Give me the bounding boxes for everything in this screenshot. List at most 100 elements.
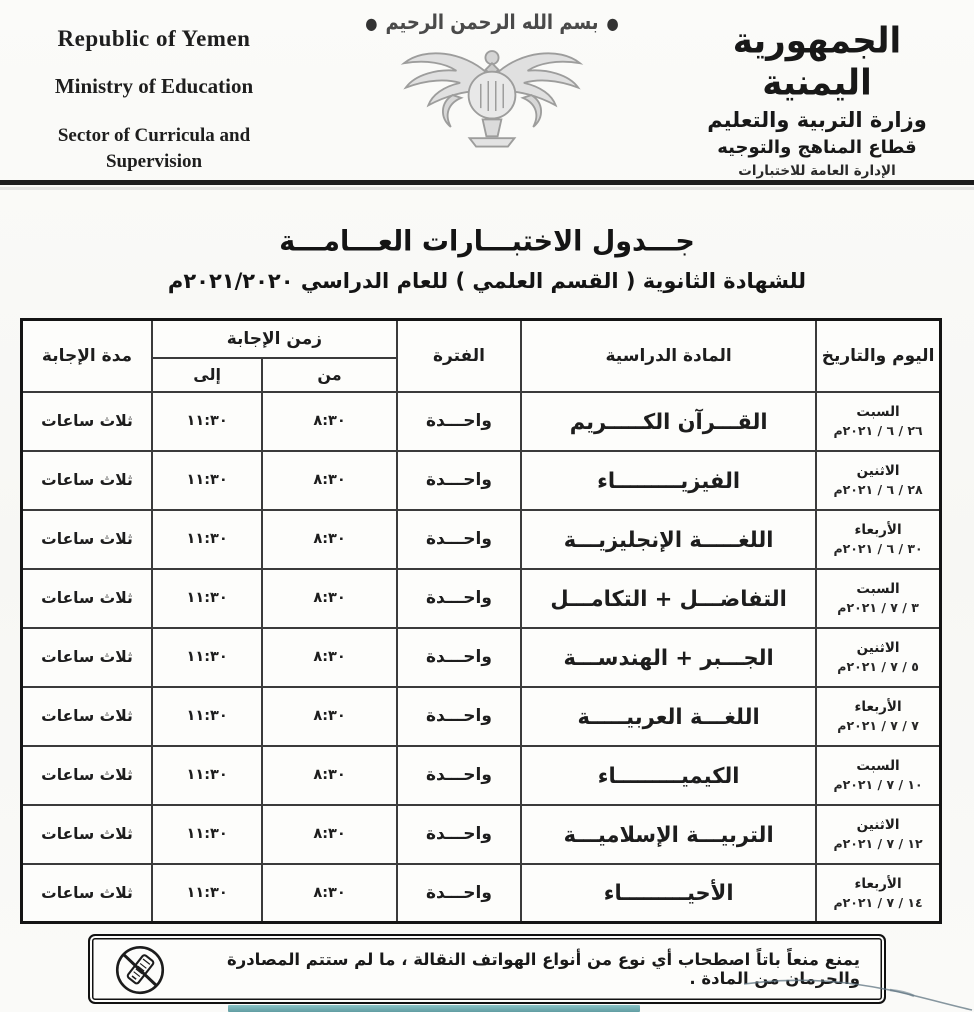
duration-cell: ثلاث ساعات bbox=[20, 390, 153, 452]
end-time-cell: ١١:٣٠ bbox=[150, 803, 264, 865]
table-row: السبت ٣ / ٧ / ٢٠٢١م التفاضـــل + التكامـ… bbox=[20, 566, 942, 630]
day-date-cell: السبت ٢٦ / ٦ / ٢٠٢١م bbox=[815, 390, 942, 452]
start-time-cell: ٨:٣٠ bbox=[261, 685, 398, 747]
day-name: الاثنين bbox=[856, 463, 900, 479]
table-row: الأربعاء ٣٠ / ٦ / ٢٠٢١م اللغـــــة الإنج… bbox=[20, 507, 942, 571]
day-name: الأربعاء bbox=[854, 522, 902, 538]
ornament-dot-icon: ● bbox=[606, 15, 619, 34]
day-date-cell: الأربعاء ٧ / ٧ / ٢٠٢١م bbox=[815, 685, 942, 747]
exam-schedule-table: اليوم والتاريخ المادة الدراسية الفترة زم… bbox=[20, 318, 942, 925]
subject-cell: الأحيـــــــــاء bbox=[520, 861, 818, 925]
period-cell: واحـــدة bbox=[395, 862, 523, 924]
period-cell: واحـــدة bbox=[395, 685, 523, 747]
col-header-day-date: اليوم والتاريخ bbox=[815, 318, 942, 393]
table-row: الاثنين ٥ / ٧ / ٢٠٢١م الجـــبر + الهندسـ… bbox=[20, 625, 942, 689]
day-date-cell: الاثنين ١٢ / ٧ / ٢٠٢١م bbox=[815, 803, 942, 865]
exam-date: ٣ / ٧ / ٢٠٢١م bbox=[837, 600, 919, 615]
exam-date: ١٢ / ٧ / ٢٠٢١م bbox=[833, 836, 923, 851]
start-time-cell: ٨:٣٠ bbox=[261, 626, 398, 688]
arabic-country-calligraphy: الجمهورية اليمنية bbox=[732, 20, 903, 104]
header-emblem-block: ● بسم الله الرحمن الرحيم ● bbox=[352, 10, 632, 161]
subject-cell: القـــرآن الكـــــريم bbox=[520, 389, 818, 453]
arabic-sector-title: قطاع المناهج والتوجيه bbox=[717, 137, 917, 158]
start-time-cell: ٨:٣٠ bbox=[261, 567, 398, 629]
end-time-cell: ١١:٣٠ bbox=[150, 862, 264, 924]
day-name: الاثنين bbox=[856, 817, 900, 833]
duration-cell: ثلاث ساعات bbox=[20, 508, 153, 570]
start-time-cell: ٨:٣٠ bbox=[261, 862, 398, 924]
start-time-cell: ٨:٣٠ bbox=[261, 449, 398, 511]
start-time-cell: ٨:٣٠ bbox=[261, 803, 398, 865]
table-row: الأربعاء ١٤ / ٧ / ٢٠٢١م الأحيـــــــــاء… bbox=[20, 861, 942, 925]
duration-cell: ثلاث ساعات bbox=[20, 449, 153, 511]
period-cell: واحـــدة bbox=[395, 449, 523, 511]
duration-cell: ثلاث ساعات bbox=[20, 626, 153, 688]
english-sector-title: Sector of Curricula and Supervision bbox=[57, 125, 251, 172]
day-date-cell: الاثنين ٢٨ / ٦ / ٢٠٢١م bbox=[815, 449, 942, 511]
day-date-cell: الاثنين ٥ / ٧ / ٢٠٢١م bbox=[815, 626, 942, 688]
no-mobile-phone-icon bbox=[112, 942, 168, 1002]
col-header-duration: مدة الإجابة bbox=[20, 318, 153, 393]
day-name: السبت bbox=[856, 758, 900, 774]
table-row: الأربعاء ٧ / ٧ / ٢٠٢١م اللغـــة العربيــ… bbox=[20, 684, 942, 748]
day-name: السبت bbox=[856, 404, 900, 420]
subject-cell: اللغـــة العربيـــــة bbox=[520, 684, 818, 748]
end-time-cell: ١١:٣٠ bbox=[150, 508, 264, 570]
header-arabic-block: الجمهورية اليمنية وزارة التربية والتعليم… bbox=[674, 20, 960, 179]
period-cell: واحـــدة bbox=[395, 803, 523, 865]
exam-date: ٢٨ / ٦ / ٢٠٢١م bbox=[833, 482, 923, 497]
arabic-ministry-title: وزارة التربية والتعليم bbox=[707, 108, 927, 132]
subject-cell: الجـــبر + الهندســـة bbox=[520, 625, 818, 689]
subject-cell: الكيميـــــــــاء bbox=[520, 743, 818, 807]
duration-cell: ثلاث ساعات bbox=[20, 567, 153, 629]
english-ministry-title: Ministry of Education bbox=[54, 74, 254, 98]
period-cell: واحـــدة bbox=[395, 508, 523, 570]
day-date-cell: السبت ١٠ / ٧ / ٢٠٢١م bbox=[815, 744, 942, 806]
exam-date: ٥ / ٧ / ٢٠٢١م bbox=[837, 659, 919, 674]
end-time-cell: ١١:٣٠ bbox=[150, 626, 264, 688]
period-cell: واحـــدة bbox=[395, 567, 523, 629]
end-time-cell: ١١:٣٠ bbox=[150, 685, 264, 747]
document-header: Republic of Yemen Ministry of Education … bbox=[0, 0, 974, 182]
start-time-cell: ٨:٣٠ bbox=[261, 744, 398, 806]
day-date-cell: الأربعاء ٣٠ / ٦ / ٢٠٢١م bbox=[815, 508, 942, 570]
duration-cell: ثلاث ساعات bbox=[20, 744, 153, 806]
duration-cell: ثلاث ساعات bbox=[20, 685, 153, 747]
col-header-subject: المادة الدراسية bbox=[520, 318, 818, 393]
header-english-block: Republic of Yemen Ministry of Education … bbox=[28, 26, 280, 174]
ornament-dot-icon: ● bbox=[365, 15, 378, 34]
col-header-from: من bbox=[261, 356, 398, 393]
day-name: السبت bbox=[856, 581, 900, 597]
end-time-cell: ١١:٣٠ bbox=[150, 390, 264, 452]
document-title-block: جـــدول الاختبـــارات العـــامـــة للشها… bbox=[0, 225, 974, 293]
period-cell: واحـــدة bbox=[395, 390, 523, 452]
exam-schedule-subtitle: للشهادة الثانوية ( القسم العلمي ) للعام … bbox=[167, 269, 807, 293]
phones-prohibited-note-box: يمنع منعاً باتاً اصطحاب أي نوع من أنواع … bbox=[88, 934, 886, 1004]
exam-date: ٣٠ / ٦ / ٢٠٢١م bbox=[833, 541, 923, 556]
col-header-to: إلى bbox=[150, 356, 264, 393]
day-name: الأربعاء bbox=[854, 699, 902, 715]
table-row: السبت ٢٦ / ٦ / ٢٠٢١م القـــرآن الكـــــر… bbox=[20, 389, 942, 453]
start-time-cell: ٨:٣٠ bbox=[261, 390, 398, 452]
duration-cell: ثلاث ساعات bbox=[20, 803, 153, 865]
english-country-title: Republic of Yemen bbox=[57, 26, 251, 51]
exam-table-body: السبت ٢٦ / ٦ / ٢٠٢١م القـــرآن الكـــــر… bbox=[20, 389, 942, 925]
table-row: السبت ١٠ / ٧ / ٢٠٢١م الكيميـــــــــاء و… bbox=[20, 743, 942, 807]
bottom-scan-edge-strip bbox=[228, 1005, 640, 1012]
header-divider-rule bbox=[0, 180, 974, 187]
end-time-cell: ١١:٣٠ bbox=[150, 449, 264, 511]
exam-date: ١٠ / ٧ / ٢٠٢١م bbox=[833, 777, 923, 792]
yemen-eagle-emblem-icon bbox=[352, 35, 632, 161]
duration-cell: ثلاث ساعات bbox=[20, 862, 153, 924]
subject-cell: التفاضـــل + التكامـــل bbox=[520, 566, 818, 630]
day-date-cell: الأربعاء ١٤ / ٧ / ٢٠٢١م bbox=[815, 862, 942, 924]
exam-schedule-title: جـــدول الاختبـــارات العـــامـــة bbox=[279, 225, 695, 258]
subject-cell: الفيزيـــــــــاء bbox=[520, 448, 818, 512]
col-header-answer-time: زمن الإجابة bbox=[150, 318, 398, 359]
note-text: يمنع منعاً باتاً اصطحاب أي نوع من أنواع … bbox=[226, 950, 860, 988]
period-cell: واحـــدة bbox=[395, 626, 523, 688]
col-header-period: الفترة bbox=[395, 318, 523, 393]
table-row: الاثنين ١٢ / ٧ / ٢٠٢١م التربيـــة الإسلا… bbox=[20, 802, 942, 866]
subject-cell: التربيـــة الإسلاميـــة bbox=[520, 802, 818, 866]
exam-date: ٢٦ / ٦ / ٢٠٢١م bbox=[833, 423, 923, 438]
